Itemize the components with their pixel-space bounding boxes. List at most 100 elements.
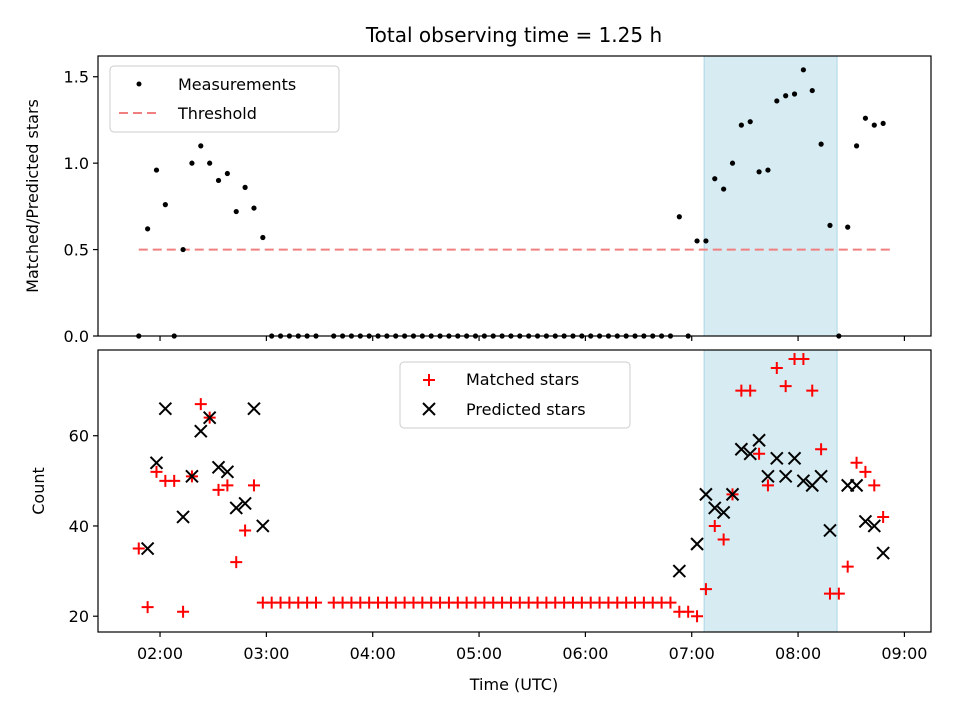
x-tick-label: 02:00 <box>137 644 183 663</box>
predicted-star-point <box>743 447 757 461</box>
x-axis-label: Time (UTC) <box>469 675 558 694</box>
predicted-star-point <box>229 501 243 515</box>
x-tick-label: 08:00 <box>775 644 821 663</box>
panel-bottom: 20 40 60 02:00 03:00 04:00 05:00 06:00 07:00 08:0… <box>29 349 932 694</box>
predicted-star-point <box>158 401 173 416</box>
measurement-point <box>738 122 744 128</box>
legend-matched-marker <box>423 374 435 386</box>
measurement-point <box>800 67 806 73</box>
x-tick-label: 05:00 <box>456 644 502 663</box>
chart-title: Total observing time = 1.25 h <box>365 23 662 47</box>
legend-measurements-label: Measurements <box>178 75 296 94</box>
predicted-star-point <box>787 451 802 465</box>
predicted-star-point <box>247 401 261 416</box>
y-tick-label-top: 1.5 <box>64 68 89 87</box>
measurement-point <box>251 205 257 211</box>
measurement-point <box>712 176 718 182</box>
matched-star-point <box>141 601 154 614</box>
x-tick-label: 07:00 <box>669 644 715 663</box>
matched-star-point <box>779 380 792 393</box>
predicted-star-point <box>211 460 226 475</box>
matched-star-point <box>868 479 881 492</box>
predicted-star-point <box>858 514 873 529</box>
predicted-star-point <box>778 469 793 484</box>
legend-top-box <box>109 65 340 133</box>
x-tick-label: 09:00 <box>881 644 927 663</box>
matched-star-point <box>194 398 207 411</box>
measurement-point <box>747 119 753 125</box>
measurement-point <box>189 160 195 166</box>
measurement-point <box>260 234 266 241</box>
matched-star-point <box>699 583 712 596</box>
measurement-point <box>862 115 869 121</box>
matched-star-point <box>841 560 854 573</box>
axes-frame-top <box>97 55 932 337</box>
legend-top: Measurements Threshold <box>109 65 340 133</box>
predicted-star-point <box>140 541 155 556</box>
matched-star-point <box>761 479 774 492</box>
predicted-star-point <box>185 469 199 484</box>
measurement-point <box>765 167 771 173</box>
y-tick-label-top: 0.0 <box>64 327 89 346</box>
predicted-star-point <box>770 451 784 465</box>
y-tick-label-top: 0.5 <box>64 241 89 260</box>
measurement-point <box>224 170 230 177</box>
measurement-point <box>180 246 186 253</box>
y-tick-label-bottom: 40 <box>69 517 89 536</box>
matched-star-point <box>168 474 181 487</box>
matched-star-point <box>753 447 766 460</box>
measurement-point <box>871 122 877 128</box>
predicted-star-point <box>220 465 235 479</box>
measurement-point <box>783 93 789 99</box>
predicted-star-point <box>867 519 881 533</box>
measurement-point <box>198 143 204 149</box>
measurement-point <box>145 226 151 232</box>
y-tick-label-top: 1.0 <box>64 154 89 173</box>
matched-star-point <box>221 479 234 492</box>
predicted-star-point <box>876 546 890 560</box>
measurement-point <box>162 202 168 208</box>
matched-star-point <box>691 610 704 623</box>
highlight-span-bottom <box>703 349 838 633</box>
predicted-star-point <box>752 433 766 447</box>
matched-star-point <box>815 443 828 456</box>
legend-bottom-box <box>399 361 631 429</box>
legend-measurements-marker <box>136 81 142 87</box>
x-tick-label: 04:00 <box>350 644 396 663</box>
y-tick-label-bottom: 20 <box>69 607 89 626</box>
matched-star-point <box>239 524 252 537</box>
legend-threshold-label: Threshold <box>177 104 257 123</box>
measurement-point <box>694 238 700 244</box>
measurement-point <box>233 208 239 215</box>
matched-star-point <box>877 510 890 523</box>
predicted-star-point <box>849 478 864 493</box>
predicted-star-point <box>202 410 217 425</box>
matched-star-point <box>230 556 243 569</box>
predicted-star-point <box>672 564 687 578</box>
predicted-star-point <box>796 474 811 488</box>
measurement-point <box>207 160 213 166</box>
measurement-point <box>774 98 780 104</box>
measurement-point <box>853 143 860 149</box>
y-axis-label-top: Matched/Predicted stars <box>23 99 42 293</box>
matched-star-point <box>797 353 810 366</box>
axis-ticks-top: 0.0 0.5 1.0 1.5 <box>64 68 906 346</box>
matched-star-point <box>859 465 872 478</box>
legend-predicted-marker <box>422 402 436 416</box>
matched-star-point <box>832 587 845 600</box>
predicted-star-point <box>194 424 208 438</box>
predicted-star-point <box>814 469 828 484</box>
measurement-point <box>845 224 851 230</box>
y-axis-label-bottom: Count <box>29 467 48 515</box>
predicted-star-point <box>725 487 740 502</box>
measurement-point <box>818 141 824 147</box>
measurement-point <box>827 222 833 228</box>
axis-ticks-bottom: 20 40 60 02:00 03:00 04:00 05:00 06:00 07:00 08:0… <box>69 427 928 663</box>
matched-star-point <box>850 456 863 469</box>
matched-star-point <box>717 533 730 546</box>
count-points <box>132 353 890 623</box>
y-tick-label-bottom: 60 <box>69 427 89 446</box>
matched-star-point <box>682 605 695 618</box>
matched-star-point <box>770 362 783 375</box>
